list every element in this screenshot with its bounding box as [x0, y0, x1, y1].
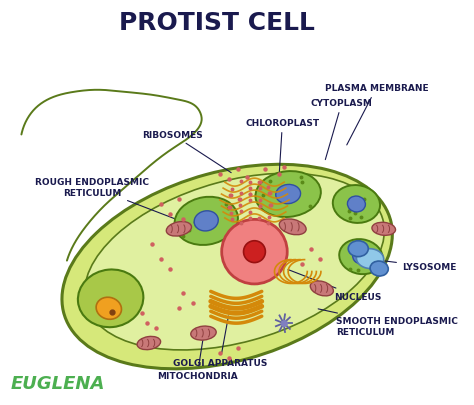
- Ellipse shape: [347, 196, 365, 212]
- Text: SMOOTH ENDOPLASMIC
RETICULUM: SMOOTH ENDOPLASMIC RETICULUM: [318, 309, 458, 336]
- Text: CYTOPLASM: CYTOPLASM: [311, 99, 373, 160]
- Ellipse shape: [166, 222, 191, 237]
- Ellipse shape: [276, 185, 301, 204]
- Ellipse shape: [174, 197, 238, 245]
- Ellipse shape: [137, 337, 161, 350]
- Ellipse shape: [191, 326, 216, 340]
- Ellipse shape: [339, 239, 383, 275]
- Ellipse shape: [356, 249, 384, 269]
- Ellipse shape: [78, 270, 143, 327]
- Ellipse shape: [370, 261, 388, 276]
- Ellipse shape: [310, 281, 333, 296]
- Ellipse shape: [279, 220, 306, 235]
- Text: LYSOSOME: LYSOSOME: [385, 261, 456, 271]
- Text: RIBOSOMES: RIBOSOMES: [142, 131, 231, 173]
- Ellipse shape: [348, 241, 368, 257]
- Text: GOLGI APPARATUS: GOLGI APPARATUS: [173, 316, 267, 367]
- Text: EUGLENA: EUGLENA: [10, 374, 105, 392]
- Text: PROTIST CELL: PROTIST CELL: [119, 11, 315, 35]
- Ellipse shape: [353, 249, 369, 264]
- Text: NUCLEUS: NUCLEUS: [288, 270, 381, 301]
- Ellipse shape: [255, 172, 321, 217]
- Text: ROUGH ENDOPLASMIC
RETICULUM: ROUGH ENDOPLASMIC RETICULUM: [36, 178, 219, 236]
- Text: CHLOROPLAST: CHLOROPLAST: [246, 119, 319, 175]
- Ellipse shape: [96, 298, 121, 320]
- Ellipse shape: [222, 220, 287, 284]
- Ellipse shape: [333, 185, 380, 224]
- Ellipse shape: [194, 211, 218, 231]
- Ellipse shape: [244, 241, 265, 263]
- Text: MITOCHONDRIA: MITOCHONDRIA: [157, 339, 237, 380]
- Ellipse shape: [84, 174, 384, 350]
- Text: PLASMA MEMBRANE: PLASMA MEMBRANE: [325, 84, 428, 145]
- Ellipse shape: [62, 165, 392, 369]
- Ellipse shape: [372, 223, 395, 236]
